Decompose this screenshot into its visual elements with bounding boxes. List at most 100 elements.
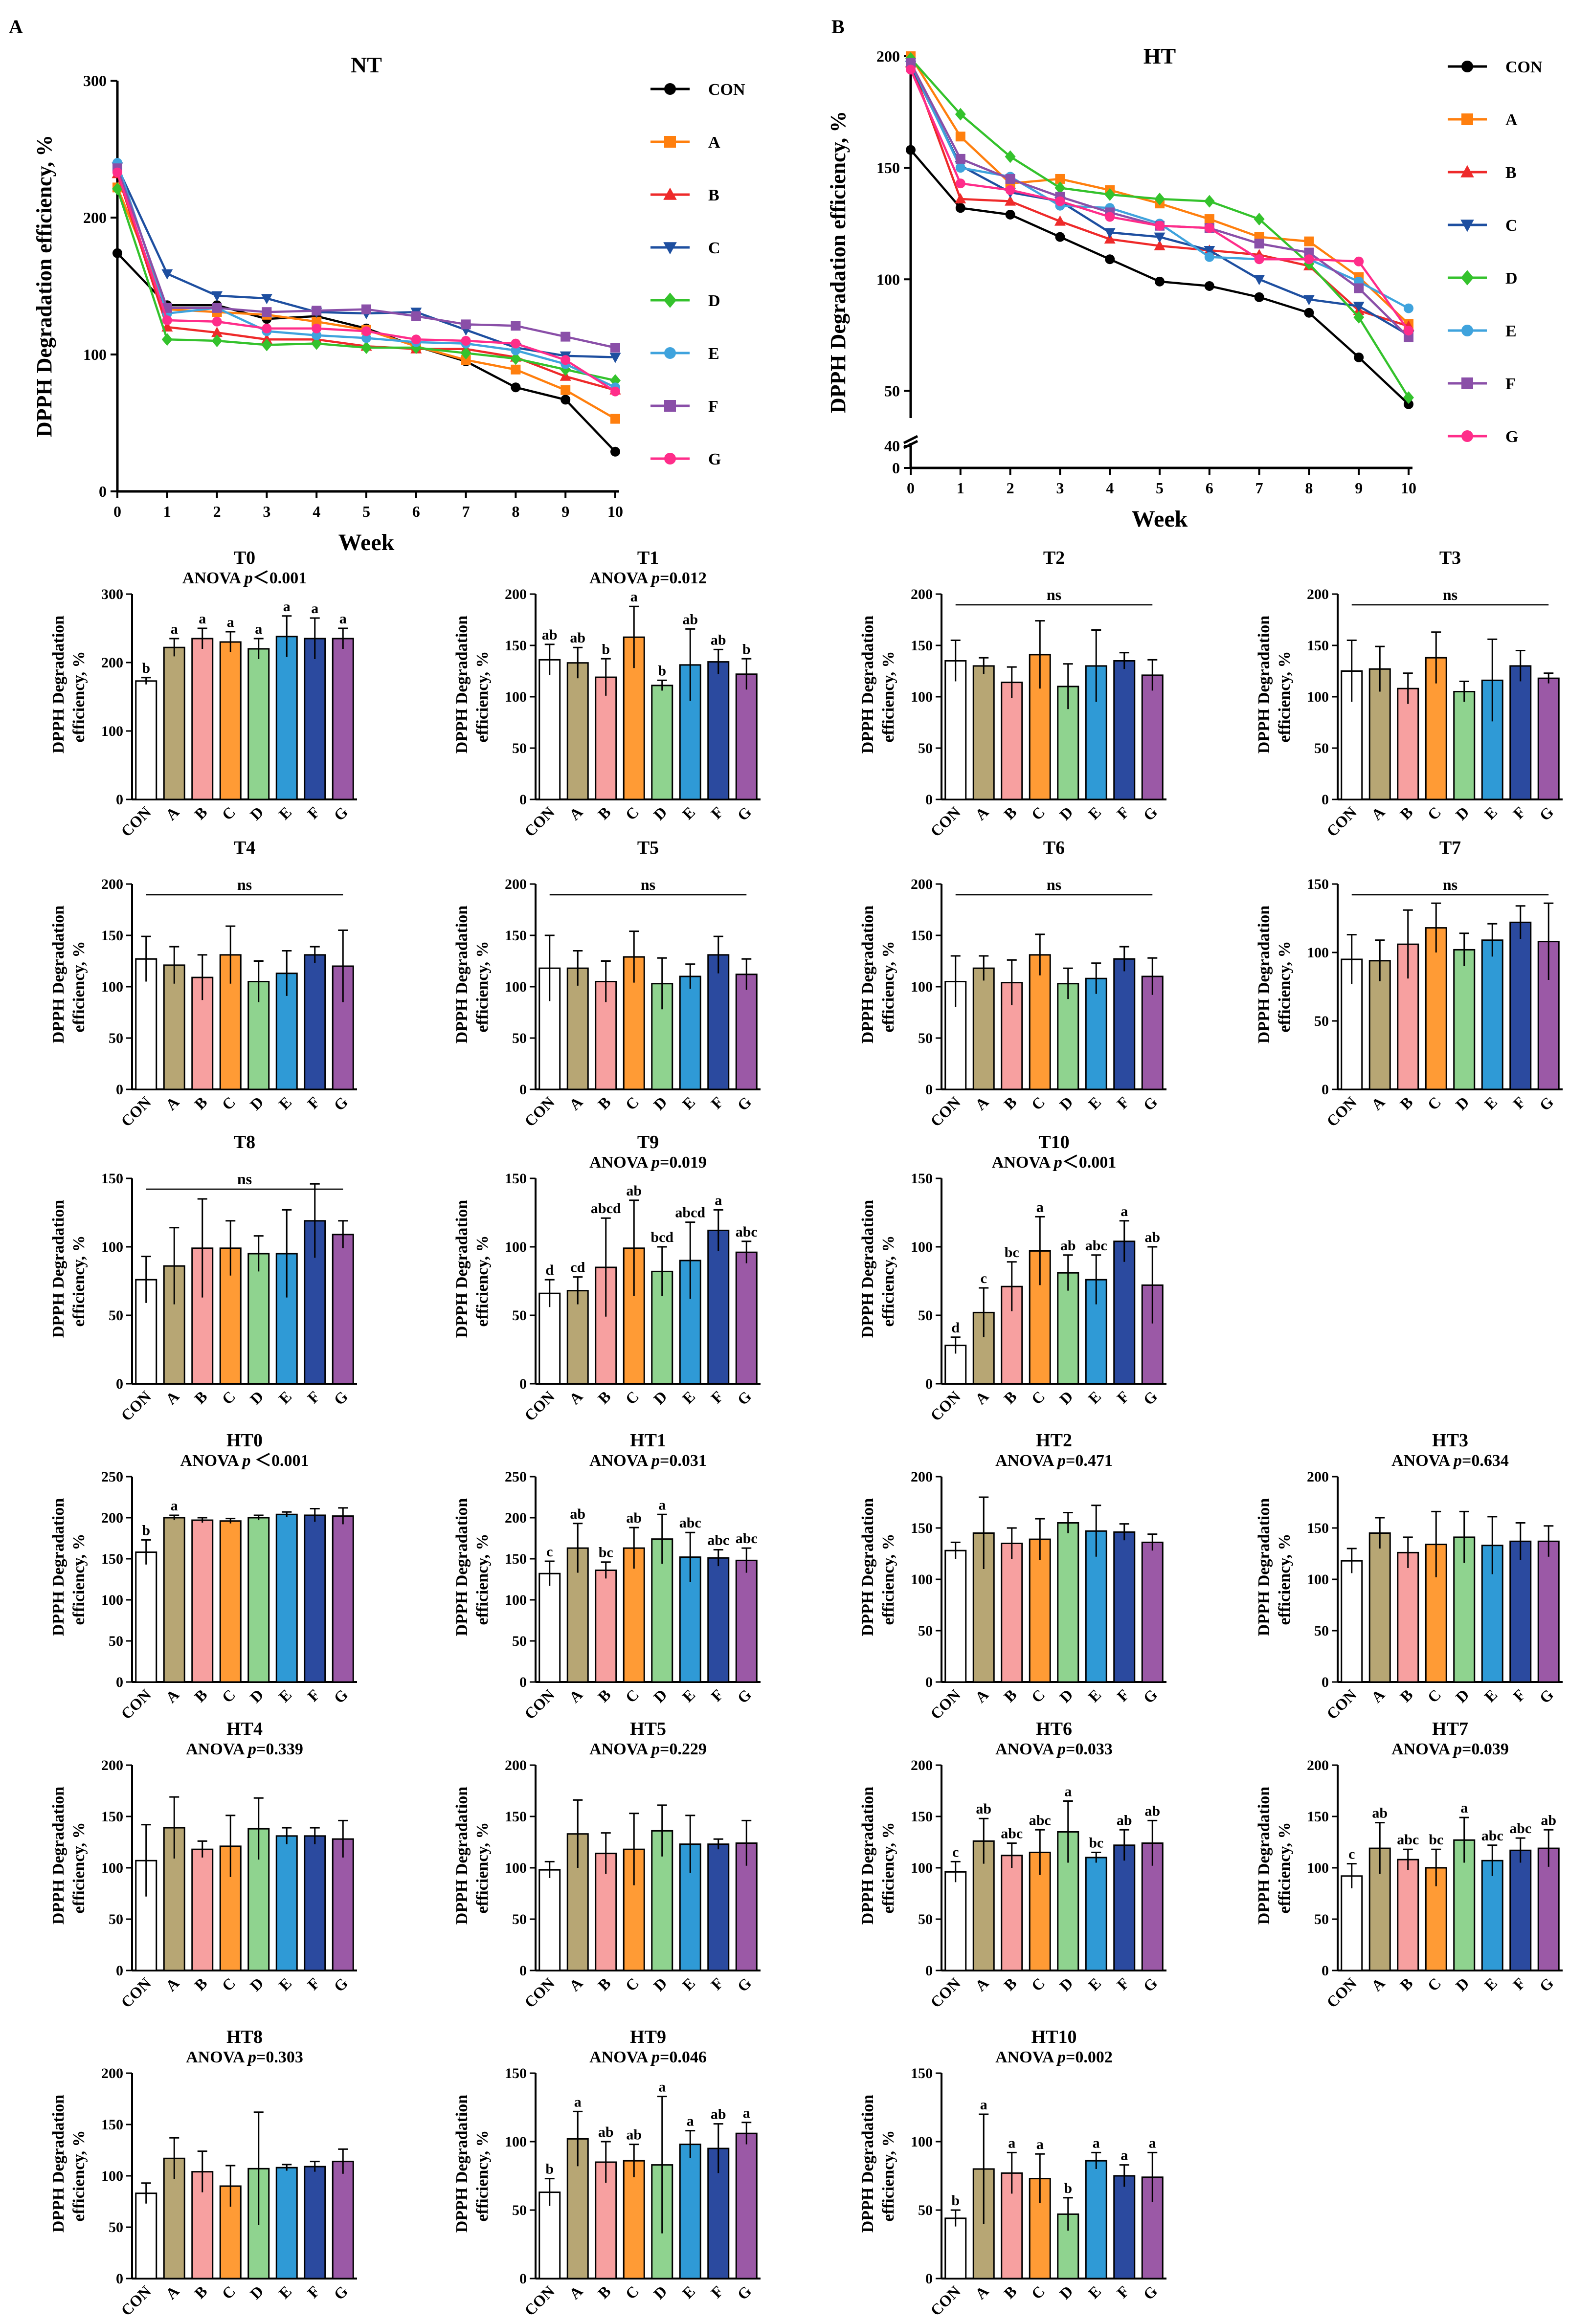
bar-chart-ht4-ytick-label: 100 [101,1860,123,1876]
bar-chart-ht3-ylabel-line1: DPPH Degradation [1255,1498,1273,1636]
ht-line-chart-point-D-7 [1254,213,1265,226]
bar-chart-t5: 0 50 100 150 200 DPPH Degradation efficiency, … [453,838,761,1130]
nt-line-chart-point-D-3 [261,338,272,352]
bar-chart-ht10: 0 50 100 150 DPPH Degradation efficiency, % HT… [859,2027,1166,2319]
bar-chart-t1-letter-C: a [630,589,638,605]
bar-chart-t7-ytick-label: 100 [1307,945,1329,961]
bar-chart-ht2-xtick-label-C: C [1028,1685,1048,1706]
ht-line-chart-point-G-7 [1254,254,1264,265]
bar-chart-t2-xtick-label-C: C [1028,803,1048,823]
ht-line-chart-point-CON-8 [1304,308,1314,318]
bar-chart-t0-bar-CON [135,680,157,800]
bar-chart-t10-xtick-label-C: C [1028,1387,1048,1408]
nt-line-chart-xtick-label: 8 [512,503,519,520]
bar-chart-ht10-title: HT10 [1031,2027,1077,2047]
bar-chart-ht7-xtick-label-CON: CON [1323,1974,1360,2011]
bar-chart-ht10-letter-F: a [1121,2147,1128,2164]
bar-chart-t1-ytick-label: 200 [505,586,527,602]
nt-line-chart-point-CON-9 [560,395,571,405]
bar-chart-t3-xtick-label-C: C [1424,803,1444,823]
bar-chart-ht3-bar-A [1368,1532,1391,1683]
bar-chart-ht6-letter-B: abc [1001,1826,1023,1842]
bar-chart-ht10-xtick-label-A: A [971,2282,992,2302]
bar-chart-t2-bar-F [1113,660,1136,800]
ht-line-chart-point-A-8 [1304,236,1314,246]
bar-chart-t3-bar-F [1509,665,1532,800]
bar-chart-ht1-letter-E: abc [679,1515,701,1531]
nt-line-chart-point-F-6 [411,311,421,321]
bar-chart-t5-xtick-label-CON: CON [521,1093,558,1130]
bar-chart-t9-xtick-label-D: D [650,1387,671,1408]
bar-chart-ht0-ytick-label: 150 [101,1551,123,1567]
bar-chart-t6-bar-F [1113,958,1136,1090]
ht-line-chart-point-F-2 [1005,174,1015,184]
bar-chart-t2-xtick-label-E: E [1085,803,1105,823]
bar-chart-t2-xtick-label-CON: CON [927,803,964,840]
ht-line-chart-point-G-4 [1105,212,1115,222]
bar-chart-t4-ytick-label: 100 [101,979,123,995]
ht-line-chart-point-B-1 [955,193,966,203]
bar-chart-t6-ytick-label: 50 [918,1030,933,1046]
bar-chart-t10-ytick-label: 150 [911,1171,933,1187]
ht-line-chart-legend-label-A: A [1505,111,1518,129]
bar-chart-ht8: 0 50 100 150 200 DPPH Degradation efficiency, … [49,2027,357,2319]
bar-chart-ht9-letter-A: a [574,2094,582,2110]
bar-chart-t3-title: T3 [1439,548,1461,568]
bar-chart-ht9-ytick-label: 50 [512,2202,527,2218]
ht-line-chart-point-CON-7 [1254,292,1264,302]
bar-chart-t7-xtick-label-F: F [1509,1093,1528,1112]
bar-chart-t3-bar-G [1537,677,1560,800]
bar-chart-ht1-bar-G [735,1559,758,1683]
bar-chart-ht6-bar-B [1001,1855,1023,1971]
bar-chart-t1-xtick-label-B: B [594,803,614,823]
bar-chart-ht1-xtick-label-CON: CON [521,1685,558,1723]
ht-line-chart-xtick-label: 7 [1255,479,1263,497]
bar-chart-ht0-xtick-label-F: F [304,1685,323,1704]
bar-chart-t0-xtick-label-E: E [275,803,295,823]
bar-chart-t1-letter-D: b [658,663,666,679]
bar-chart-ht2: 0 50 100 150 200 DPPH Degradation efficiency, … [859,1430,1166,1723]
ht-line-chart-point-G-6 [1204,223,1214,233]
bar-chart-t4-ytick-label: 50 [109,1030,123,1046]
bar-chart-t1-letter-B: b [602,641,610,657]
ht-line-chart-point-F-10 [1404,332,1413,342]
ht-line-chart-xtick-label: 5 [1156,479,1164,497]
ht-line-chart-ytick-label: 100 [876,270,900,288]
bar-chart-ht9-xtick-label-B: B [594,2282,614,2302]
bar-chart-t2-xtick-label-G: G [1140,803,1161,824]
bar-chart-ht7-letter-B: abc [1397,1832,1419,1848]
bar-chart-t0-letter-B: a [199,611,206,627]
bar-chart-ht9-letter-G: a [743,2105,750,2121]
bar-chart-ht7-xtick-label-C: C [1424,1974,1444,1994]
bar-chart-ht9-xtick-label-F: F [707,2282,726,2301]
bar-chart-t7-bar-E [1481,939,1503,1090]
bar-chart-ht0-bar-E [275,1513,298,1683]
ht-line-chart-point-CON-6 [1204,281,1214,291]
bar-chart-t1-title: T1 [637,548,659,568]
bar-chart-t4-ylabel-line2: efficiency, % [70,941,88,1033]
bar-chart-t6-ytick-label: 150 [911,928,933,944]
bar-chart-t1-ytick-label: 50 [512,740,527,756]
bar-chart-ht7-bar-F [1509,1849,1532,1971]
bar-chart-t0-bar-F [304,638,326,800]
bar-chart-t5-xtick-label-A: A [565,1093,586,1113]
nt-line-chart-legend-label-C: C [708,239,720,257]
bar-chart-ht2-xtick-label-E: E [1085,1685,1105,1705]
bar-chart-t6-ns-label: ns [1047,876,1061,893]
nt-line-chart-point-C-1 [161,269,173,280]
bar-chart-ht7-title: HT7 [1432,1719,1468,1739]
bar-chart-t9-xtick-label-B: B [594,1387,614,1407]
bar-chart-ht6-ytick-label: 150 [911,1809,933,1825]
nt-line-chart-point-G-4 [312,323,322,333]
nt-line-chart-point-G-2 [212,316,222,327]
bar-chart-ht2-ytick-label: 200 [911,1469,933,1485]
bar-chart-t10-xtick-label-B: B [1000,1387,1020,1407]
bar-chart-t1-letter-G: b [742,641,751,657]
bar-chart-t6-xtick-label-A: A [971,1093,992,1113]
bar-chart-ht0-bar-F [304,1514,326,1683]
bar-chart-t4-title: T4 [234,838,255,858]
bar-chart-t8-ytick-label: 100 [101,1239,123,1255]
nt-line-chart-point-CON-10 [610,446,620,457]
bar-chart-ht4-xtick-label-D: D [247,1974,267,1994]
bar-chart-t5-title: T5 [637,838,659,858]
